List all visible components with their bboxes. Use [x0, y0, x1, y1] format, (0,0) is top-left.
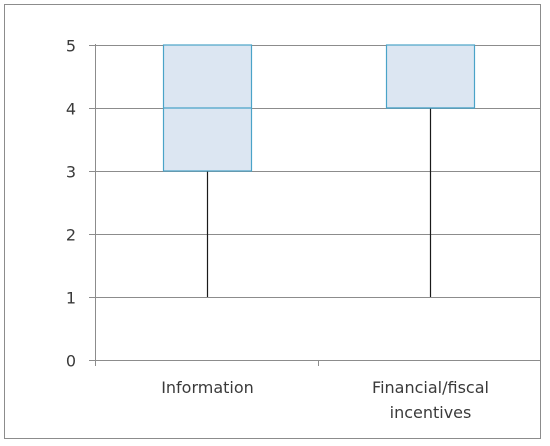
category-label-1-line-0: Financial/fiscal [372, 378, 489, 397]
y-tick-label-4: 4 [66, 100, 76, 119]
y-tick-label-3: 3 [66, 163, 76, 182]
category-label-1-line-1: incentives [390, 403, 472, 422]
y-tick-label-5: 5 [66, 37, 76, 56]
y-tick-label-1: 1 [66, 289, 76, 308]
boxes [162, 44, 476, 297]
category-labels: Information Financial/fiscal incentives [161, 378, 489, 422]
axes [89, 44, 540, 366]
y-tick-labels: 0 1 2 3 4 5 [66, 37, 76, 371]
y-tick-label-0: 0 [66, 352, 76, 371]
box-1 [385, 44, 476, 109]
category-label-0-line-0: Information [161, 378, 254, 397]
y-tick-label-2: 2 [66, 226, 76, 245]
